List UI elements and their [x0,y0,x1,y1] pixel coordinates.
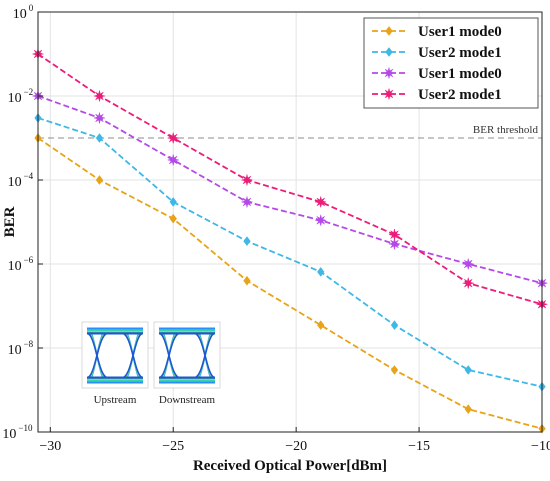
eye-diagram-1: Upstream [81,321,149,406]
legend-label: User1 mode0 [418,24,502,40]
series-layer [32,48,548,434]
data-point-diamond [243,236,251,247]
legend-entry: User1 mode0 [372,66,502,82]
data-point-star [167,132,179,144]
data-point-star [388,238,401,250]
y-tick-base: 10 [8,91,22,106]
data-point-diamond [317,320,325,331]
x-tick-label: −25 [162,439,184,454]
legend-entry: User2 mode1 [372,87,502,103]
data-point-diamond [390,365,399,375]
y-tick-exponent: −4 [24,171,34,181]
y-tick-base: 10 [8,259,22,274]
y-tick-exponent: −2 [24,87,34,97]
eye-diagram-label: Downstream [159,394,216,406]
legend-label: User1 mode0 [418,66,502,82]
eye-trace [193,332,216,379]
y-tick-exponent: −10 [18,423,33,433]
data-point-star [315,214,327,226]
series-line [37,117,543,388]
data-point-star [241,196,253,208]
eye-trace [86,332,109,379]
data-point-diamond [464,365,472,375]
data-point-diamond [390,320,399,331]
data-point-diamond [317,266,325,277]
y-tick-label: 10 −4 [8,171,34,190]
legend: User1 mode0 User2 mode1 User1 mode0 User2 m… [363,17,539,109]
data-point-star [383,67,395,79]
y-tick-base: 10 [13,7,27,22]
series-2 [34,113,546,392]
y-tick-label: 10 −8 [8,339,34,358]
legend-entry: User1 mode0 [372,24,502,40]
ber-threshold: BER threshold [38,124,542,139]
eye-diagram-2: Downstream [153,321,221,406]
x-tick-label: −30 [39,439,61,454]
data-point-diamond [385,26,393,36]
series-line [37,53,543,306]
data-point-star [462,258,474,270]
data-point-star [388,229,401,241]
x-axis-title: Received Optical Power[dBm] [193,458,387,474]
data-point-diamond [243,275,251,286]
data-point-star [93,90,106,102]
x-tick-label: −20 [285,439,307,454]
data-point-diamond [464,404,472,415]
y-tick-base: 10 [2,427,16,442]
data-point-star [167,154,179,166]
series-4 [32,48,548,310]
y-tick-label: 10 −10 [2,423,33,442]
legend-box [363,17,539,109]
data-point-diamond [95,175,104,185]
data-point-star [241,174,253,186]
eye-trace [158,332,181,379]
series-1 [34,133,546,434]
plot-frame [37,11,543,433]
eye-opening [179,336,195,375]
data-point-star [383,88,395,100]
y-tick-label: 10 0 [13,3,34,22]
x-axis-ticks: −30 −25 −20 −15 −10 [39,427,550,454]
data-point-star [315,196,327,208]
y-tick-exponent: −8 [24,339,34,349]
data-point-diamond [169,197,177,207]
data-point-diamond [385,47,393,57]
legend-label: User2 mode1 [418,45,502,61]
data-point-star [462,277,474,289]
data-point-star [93,112,106,124]
eye-diagram-insets: Upstream Downstream [81,321,221,406]
series-line [37,95,543,285]
y-tick-label: 10 −2 [8,87,34,106]
eye-trace [121,332,144,379]
y-axis-title: BER [2,206,18,237]
y-tick-exponent: −6 [24,255,34,265]
data-point-diamond [169,213,177,224]
y-tick-label: 10 −6 [8,255,34,274]
y-tick-base: 10 [8,175,22,190]
series-line [37,137,543,430]
x-tick-label: −10 [531,439,550,454]
threshold-label: BER threshold [473,124,539,136]
data-point-diamond [95,133,104,143]
eye-opening [107,336,123,375]
legend-label: User2 mode1 [418,87,502,103]
y-tick-base: 10 [8,343,22,358]
legend-entry: User2 mode1 [372,45,502,61]
eye-diagram-label: Upstream [94,394,137,406]
x-tick-label: −15 [408,439,430,454]
y-tick-exponent: 0 [29,3,34,13]
